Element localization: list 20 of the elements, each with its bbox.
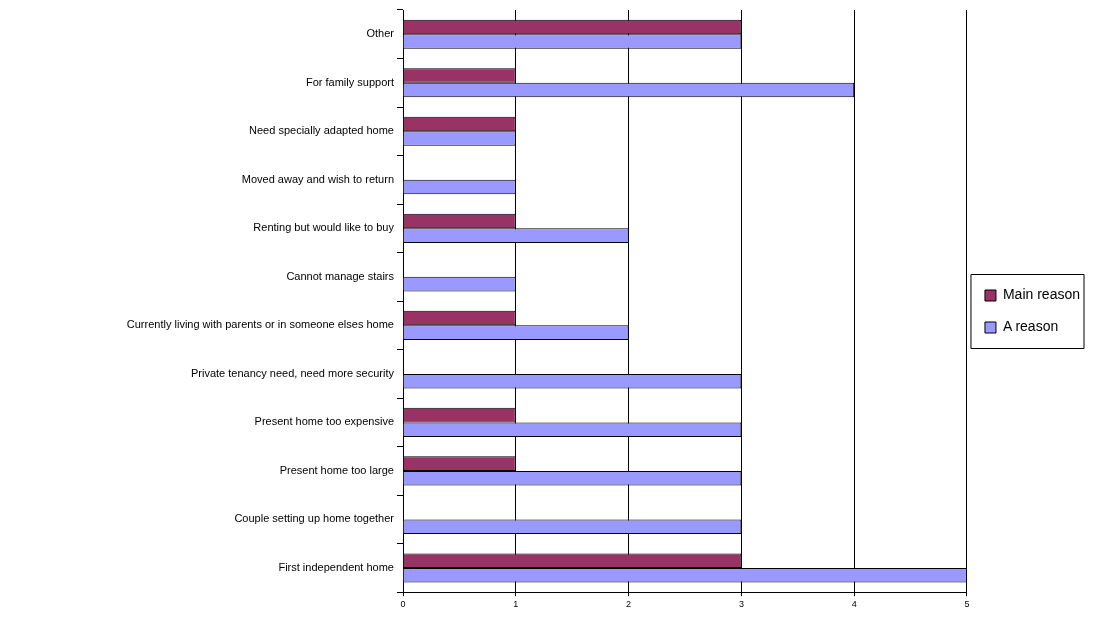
y-tick-label: Currently living with parents or in someone elses home <box>126 318 394 331</box>
y-tick-label: First independent home <box>278 560 394 573</box>
y-tick-label: Renting but would like to buy <box>253 221 395 234</box>
y-tick-label: Present home too expensive <box>254 415 394 428</box>
y-tick-label: Moved away and wish to return <box>241 172 394 185</box>
y-tick-label: Present home too large <box>279 463 394 476</box>
x-tick-label: 0 <box>400 599 406 610</box>
x-tick-label: 2 <box>626 599 632 610</box>
y-tick-label: Need specially adapted home <box>249 124 394 137</box>
legend-label: Main reason <box>1002 286 1081 303</box>
x-tick-label: 5 <box>964 599 970 610</box>
y-tick-label: Couple setting up home together <box>234 512 395 525</box>
y-tick-label: Other <box>366 27 395 40</box>
x-tick-label: 1 <box>513 599 519 610</box>
legend-label: A reason <box>1002 318 1059 335</box>
y-tick-label: For family support <box>305 75 394 88</box>
x-tick-label: 4 <box>851 599 857 610</box>
y-tick-label: Cannot manage stairs <box>286 269 395 282</box>
y-tick-label: Private tenancy need, need more security <box>190 366 395 379</box>
x-tick-label: 3 <box>738 599 744 610</box>
